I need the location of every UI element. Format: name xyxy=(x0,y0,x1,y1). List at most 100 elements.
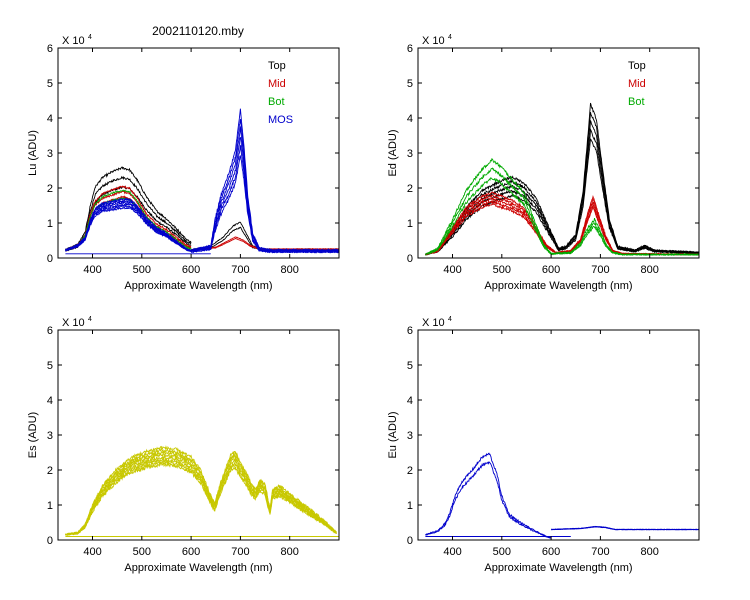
series-line-mos xyxy=(65,200,192,252)
series-group xyxy=(65,108,339,255)
y-tick-label: 3 xyxy=(407,148,413,160)
plot-frame xyxy=(57,329,340,541)
x-tick-label: 400 xyxy=(83,264,101,276)
x-tick-label: 600 xyxy=(542,546,560,558)
legend-entry-top: Top xyxy=(268,60,286,72)
x-tick-label: 400 xyxy=(83,546,101,558)
series-line-top xyxy=(425,102,699,255)
x-tick-label: 700 xyxy=(231,264,249,276)
series-group xyxy=(425,102,699,256)
legend-entry-top: Top xyxy=(628,60,646,72)
legend-entry-mid: Mid xyxy=(628,78,646,90)
series-line-eu-red xyxy=(551,525,699,530)
x-tick-label: 800 xyxy=(281,264,299,276)
x-tick-label: 400 xyxy=(443,546,461,558)
y-tick-label: 6 xyxy=(407,43,413,55)
y-tick-label: 1 xyxy=(47,218,53,230)
y-axis-label: Es (ADU) xyxy=(27,412,39,458)
series-line-es xyxy=(65,445,337,536)
x-tick-label: 800 xyxy=(281,546,299,558)
y-tick-label: 0 xyxy=(47,535,53,547)
y-tick-label: 6 xyxy=(407,325,413,337)
y-axis-label: Lu (ADU) xyxy=(27,130,39,176)
x-tick-label: 700 xyxy=(591,546,609,558)
x-tick-label: 600 xyxy=(182,264,200,276)
series-line-mid xyxy=(425,193,699,256)
y-tick-label: 6 xyxy=(47,43,53,55)
plot-frame xyxy=(417,329,700,541)
x-tick-label: 600 xyxy=(542,264,560,276)
series-line-mos xyxy=(65,197,192,252)
x-tick-label: 800 xyxy=(641,264,659,276)
scale-factor: X 10 xyxy=(62,317,85,329)
series-line-top xyxy=(425,112,699,255)
series-line-eu xyxy=(425,452,552,539)
scale-exponent: 4 xyxy=(88,34,92,41)
scale-factor: X 10 xyxy=(62,35,85,47)
series-line-eu xyxy=(425,461,552,539)
legend-entry-mos: MOS xyxy=(268,114,293,126)
y-tick-label: 2 xyxy=(47,183,53,195)
x-axis-label: Approximate Wavelength (nm) xyxy=(124,562,272,574)
y-axis-label: Eu (ADU) xyxy=(387,411,399,458)
y-tick-label: 2 xyxy=(407,465,413,477)
series-line-es xyxy=(65,462,337,537)
y-tick-label: 1 xyxy=(407,500,413,512)
x-tick-label: 700 xyxy=(231,546,249,558)
series-line-top xyxy=(425,120,699,255)
y-tick-label: 1 xyxy=(47,500,53,512)
x-tick-label: 400 xyxy=(443,264,461,276)
series-line-mid xyxy=(425,191,699,256)
y-tick-label: 5 xyxy=(407,360,413,372)
y-tick-label: 3 xyxy=(47,148,53,160)
y-tick-label: 3 xyxy=(47,430,53,442)
x-tick-label: 700 xyxy=(591,264,609,276)
x-tick-label: 600 xyxy=(182,546,200,558)
x-axis-label: Approximate Wavelength (nm) xyxy=(484,280,632,292)
x-axis-label: Approximate Wavelength (nm) xyxy=(124,280,272,292)
y-tick-label: 5 xyxy=(407,78,413,90)
scale-exponent: 4 xyxy=(448,316,452,323)
scale-factor: X 10 xyxy=(422,35,445,47)
x-axis-label: Approximate Wavelength (nm) xyxy=(484,562,632,574)
scale-exponent: 4 xyxy=(448,34,452,41)
x-tick-label: 500 xyxy=(493,264,511,276)
y-tick-label: 6 xyxy=(47,325,53,337)
x-tick-label: 500 xyxy=(493,546,511,558)
y-tick-label: 0 xyxy=(47,253,53,265)
y-tick-label: 4 xyxy=(407,395,413,407)
plot-frame xyxy=(57,47,340,259)
y-tick-label: 4 xyxy=(47,395,53,407)
y-tick-label: 5 xyxy=(47,360,53,372)
series-line-mos-red xyxy=(190,108,339,252)
legend-entry-bot: Bot xyxy=(268,96,285,108)
plot-frame xyxy=(417,47,700,259)
series-group xyxy=(425,452,699,539)
y-axis-label: Ed (ADU) xyxy=(387,129,399,176)
y-tick-label: 2 xyxy=(407,183,413,195)
x-tick-label: 500 xyxy=(133,546,151,558)
series-line-top xyxy=(65,166,192,251)
y-tick-label: 0 xyxy=(407,535,413,547)
y-tick-label: 1 xyxy=(407,218,413,230)
y-tick-label: 2 xyxy=(47,465,53,477)
y-tick-label: 4 xyxy=(407,113,413,125)
x-tick-label: 500 xyxy=(133,264,151,276)
series-line-bot xyxy=(425,157,699,256)
y-tick-label: 4 xyxy=(47,113,53,125)
y-tick-label: 0 xyxy=(407,253,413,265)
series-line-es xyxy=(65,454,337,536)
series-line-top xyxy=(425,127,699,256)
y-tick-label: 3 xyxy=(407,430,413,442)
scale-factor: X 10 xyxy=(422,317,445,329)
scale-exponent: 4 xyxy=(88,316,92,323)
legend-entry-bot: Bot xyxy=(628,96,645,108)
x-tick-label: 800 xyxy=(641,546,659,558)
series-group xyxy=(65,445,339,537)
